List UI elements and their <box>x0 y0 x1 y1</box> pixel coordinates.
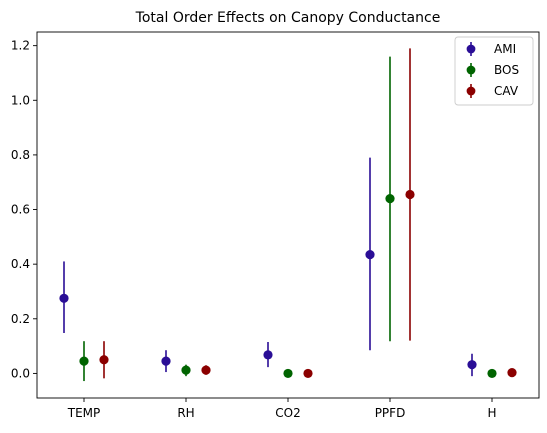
point-bos-co2 <box>283 368 293 379</box>
x-tick-label: CO2 <box>275 406 300 420</box>
legend-box <box>454 36 534 106</box>
point-bos-h <box>487 368 497 379</box>
x-tick-label: RH <box>177 406 194 420</box>
point-bos-ppfd <box>385 194 395 204</box>
y-tick-label: 0.0 <box>11 366 30 380</box>
point-bos-rh <box>181 365 191 375</box>
x-tick-label: H <box>487 406 496 420</box>
legend-label-bos: BOS <box>494 63 519 77</box>
point-ami-rh <box>161 356 171 366</box>
chart-title: Total Order Effects on Canopy Conductanc… <box>135 10 441 26</box>
x-tick-label: TEMP <box>67 406 101 420</box>
point-cav-rh <box>201 365 211 375</box>
point-cav-h <box>507 367 517 378</box>
legend: AMI BOS CAV <box>454 36 534 106</box>
point-cav-temp <box>99 355 109 365</box>
point-bos-temp <box>79 356 89 366</box>
y-tick-label: 0.8 <box>11 148 30 162</box>
legend-marker-bos <box>466 65 476 75</box>
point-ami-temp <box>59 293 69 303</box>
point-ami-h <box>467 360 477 370</box>
y-tick-label: 1.0 <box>11 93 30 107</box>
y-tick-label: 0.4 <box>11 257 30 271</box>
point-ami-ppfd <box>365 250 375 260</box>
legend-marker-ami <box>466 44 476 54</box>
point-cav-co2 <box>303 368 313 379</box>
x-tick-label: PPFD <box>375 406 406 420</box>
legend-label-ami: AMI <box>494 42 516 56</box>
point-cav-ppfd <box>405 189 415 200</box>
plot-area <box>59 48 517 382</box>
legend-marker-cav <box>466 86 476 96</box>
y-tick-label: 1.2 <box>11 39 30 53</box>
point-ami-co2 <box>263 350 273 360</box>
y-tick-label: 0.2 <box>11 312 30 326</box>
y-tick-label: 0.6 <box>11 203 30 217</box>
legend-label-cav: CAV <box>494 84 519 98</box>
axes: 0.0 0.2 0.4 0.6 0.8 1.0 1.2 TEMP RH CO2 PPFD H <box>11 31 540 420</box>
